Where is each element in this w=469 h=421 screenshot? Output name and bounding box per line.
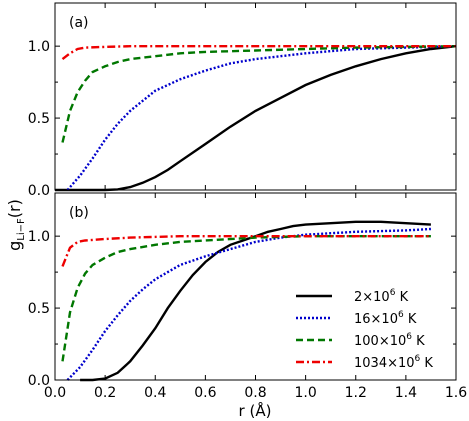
x-tick-label: 0.2 <box>94 385 116 401</box>
legend-entry-base: 100×10 <box>354 334 406 349</box>
panel-b: 0.0 0.5 1.0 0.0 0.2 0.4 0.6 0.8 1.0 1.2 1.4 1.6 (b) <box>28 192 467 401</box>
y-tick-label: 1.0 <box>28 229 50 245</box>
x-axis-label: r (Å) <box>239 401 272 420</box>
x-tick-label: 0.6 <box>194 385 216 401</box>
legend-entry-exponent: 6 <box>406 332 412 342</box>
y-axis-label: gLi−F(r) <box>5 199 27 251</box>
panel-a: 0.0 0.5 1.0 (a) <box>28 2 457 199</box>
legend-entry-unit: K <box>395 290 408 305</box>
legend-entry-exponent: 6 <box>398 310 404 320</box>
y-tick-label: 0.0 <box>28 373 50 389</box>
y-axis-label-subscript: Li−F <box>16 218 27 241</box>
series-line-1 <box>80 220 431 382</box>
legend-entry: 16×106 K <box>354 310 417 327</box>
legend-entry-exponent: 6 <box>415 354 421 364</box>
y-tick-label: 0.5 <box>28 111 50 127</box>
series-line-4 <box>61 235 431 267</box>
series-line-2 <box>66 227 431 381</box>
legend-entry: 1034×106 K <box>354 354 433 371</box>
panel-b-series <box>61 220 431 382</box>
x-tick-label: 0.0 <box>44 385 66 401</box>
legend-entry: 100×106 K <box>354 332 425 349</box>
panel-b-label: (b) <box>69 205 89 221</box>
panel-a-label: (a) <box>69 15 89 31</box>
x-tick-label: 0.8 <box>244 385 266 401</box>
y-axis-label-tail: (r) <box>5 199 24 218</box>
y-tick-label: 0.5 <box>28 301 50 317</box>
x-tick-label: 1.2 <box>345 385 367 401</box>
y-tick-label: 1.0 <box>28 39 50 55</box>
x-tick-label: 1.0 <box>294 385 316 401</box>
legend-entry-exponent: 6 <box>390 288 396 298</box>
x-tick-label: 1.4 <box>395 385 417 401</box>
x-tick-label: 0.4 <box>144 385 166 401</box>
series-line-2 <box>66 45 457 191</box>
panel-b-ticks: 0.0 0.5 1.0 0.0 0.2 0.4 0.6 0.8 1.0 1.2 1.4 1.6 <box>28 193 467 401</box>
x-tick-label: 1.6 <box>445 385 467 401</box>
y-tick-label: 0.0 <box>28 183 50 199</box>
legend-entry-base: 2×10 <box>354 290 390 305</box>
legend-entry-unit: K <box>420 356 433 371</box>
y-axis-label-main: g <box>5 241 24 251</box>
legend-entry-unit: K <box>412 334 425 349</box>
series-line-1 <box>55 45 457 192</box>
panel-a-ticks: 0.0 0.5 1.0 <box>28 3 457 199</box>
legend-entry-base: 16×10 <box>354 312 398 327</box>
series-line-4 <box>61 45 456 61</box>
series-line-3 <box>61 45 457 143</box>
legend-entry-unit: K <box>404 312 417 327</box>
legend-entry: 2×106 K <box>354 288 409 305</box>
panel-a-series <box>55 45 457 192</box>
legend-entry-base: 1034×10 <box>354 356 415 371</box>
